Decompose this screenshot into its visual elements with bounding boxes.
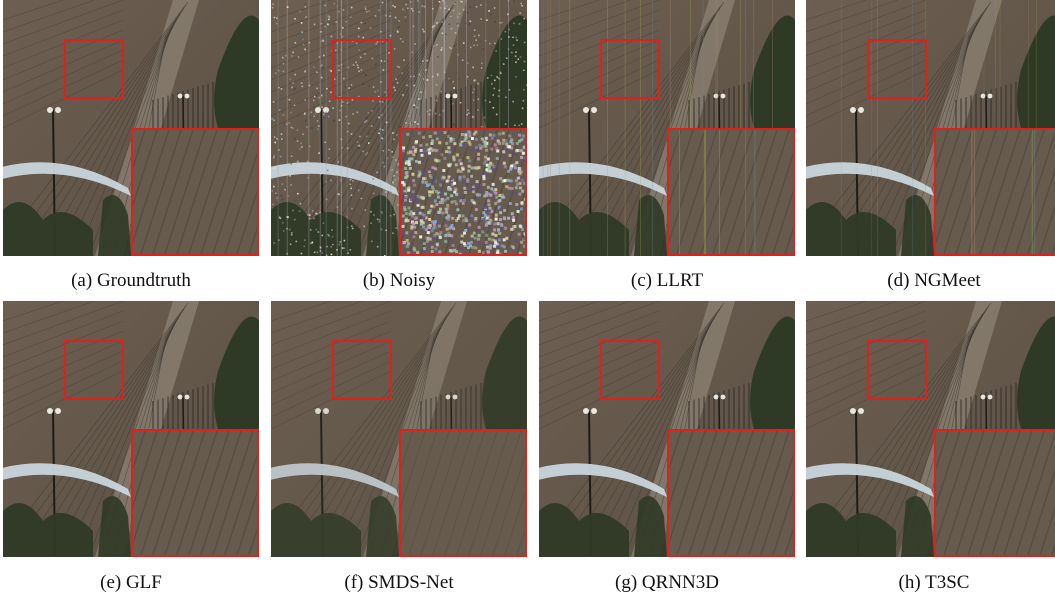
image-smds-net xyxy=(271,301,527,557)
caption-llrt: (c) LLRT xyxy=(630,270,704,291)
zoom-inset xyxy=(934,429,1055,557)
panel-groundtruth xyxy=(3,0,259,256)
caption-noisy: (b) Noisy xyxy=(362,270,436,291)
panel-noisy xyxy=(271,0,527,256)
zoom-inset xyxy=(399,128,527,256)
image-groundtruth xyxy=(3,0,259,256)
zoom-inset xyxy=(399,429,527,557)
image-qrnn3d xyxy=(539,301,795,557)
image-noisy xyxy=(271,0,527,256)
zoom-inset xyxy=(667,429,795,557)
zoom-inset xyxy=(934,128,1055,256)
caption-t3sc: (h) T3SC xyxy=(898,572,970,593)
panel-ngmeet xyxy=(806,0,1055,256)
zoom-inset xyxy=(131,429,259,557)
panel-glf xyxy=(3,301,259,557)
zoom-inset xyxy=(667,128,795,256)
caption-ngmeet: (d) NGMeet xyxy=(887,270,981,291)
panel-llrt xyxy=(539,0,795,256)
image-t3sc xyxy=(806,301,1055,557)
caption-groundtruth: (a) Groundtruth xyxy=(71,270,191,291)
image-llrt xyxy=(539,0,795,256)
image-ngmeet xyxy=(806,0,1055,256)
panel-qrnn3d xyxy=(539,301,795,557)
image-glf xyxy=(3,301,259,557)
caption-smds-net: (f) SMDS-Net xyxy=(344,572,454,593)
panel-t3sc xyxy=(806,301,1055,557)
caption-glf: (e) GLF xyxy=(100,572,162,593)
panel-smds-net xyxy=(271,301,527,557)
zoom-inset xyxy=(131,128,259,256)
caption-qrnn3d: (g) QRNN3D xyxy=(615,572,719,593)
